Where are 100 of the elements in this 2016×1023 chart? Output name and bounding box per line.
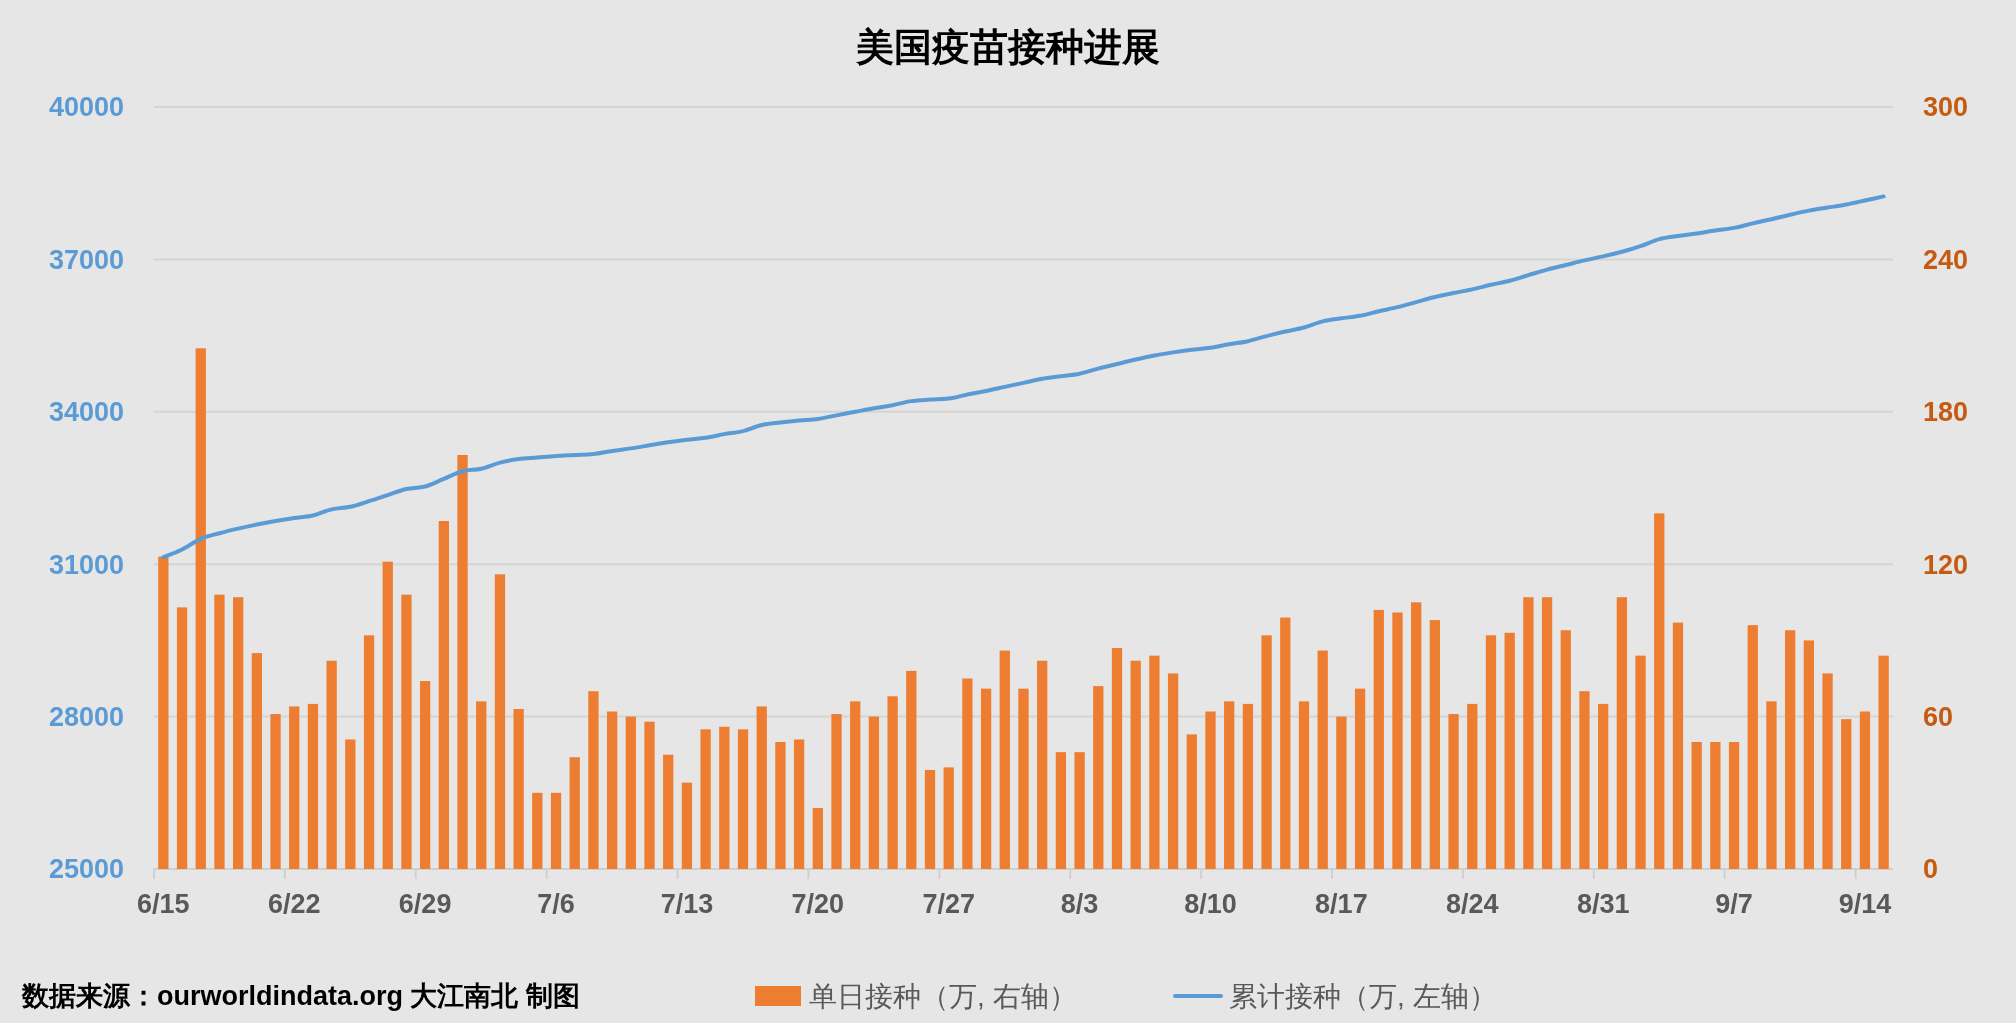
bar	[1037, 660, 1048, 869]
bar	[401, 594, 412, 869]
bar	[1298, 701, 1310, 869]
bar	[663, 754, 674, 869]
bar	[270, 714, 281, 869]
bar	[1785, 630, 1796, 869]
bar	[1261, 635, 1272, 869]
legend-label: 累计接种（万, 左轴）	[1229, 980, 1497, 1012]
x-tick-label: 7/6	[537, 889, 575, 919]
bar	[887, 696, 898, 869]
bar	[1523, 597, 1534, 869]
bar	[1579, 691, 1590, 869]
bar	[1448, 714, 1459, 869]
bar	[1392, 612, 1403, 869]
bar	[1803, 640, 1814, 869]
bar	[737, 729, 749, 869]
bar	[1074, 752, 1085, 869]
x-tick-label: 7/27	[922, 889, 975, 919]
bar	[532, 792, 543, 869]
y2-tick-label: 60	[1923, 702, 1954, 733]
x-tick-label: 8/10	[1184, 889, 1237, 919]
y2-tick-label: 0	[1923, 854, 1939, 885]
bar	[700, 729, 711, 869]
bar	[1186, 734, 1197, 869]
legend-label: 单日接种（万, 右轴）	[809, 980, 1077, 1012]
bar	[1672, 622, 1684, 869]
bar	[1317, 650, 1328, 869]
bar	[775, 742, 786, 869]
x-tick-label: 7/13	[660, 889, 714, 919]
bar	[1766, 701, 1777, 869]
y2-tick-label: 120	[1923, 549, 1969, 580]
bar	[1242, 703, 1254, 869]
y-tick-label: 34000	[48, 397, 124, 428]
bar	[513, 708, 524, 869]
bar	[550, 792, 562, 869]
bar	[1130, 660, 1141, 869]
x-tick-label: 6/15	[137, 889, 190, 919]
bar	[1467, 703, 1478, 869]
bar	[1878, 655, 1889, 869]
x-tick-label: 6/22	[267, 889, 321, 919]
x-tick-label: 6/29	[398, 889, 452, 919]
x-tick-label: 8/17	[1315, 889, 1368, 919]
y-tick-label: 28000	[48, 702, 124, 733]
x-tick-label: 8/31	[1576, 889, 1630, 919]
bar	[214, 594, 225, 869]
bar	[1429, 620, 1441, 869]
bar	[1560, 630, 1571, 869]
y-tick-label: 31000	[48, 549, 124, 580]
bar	[382, 561, 393, 869]
bar	[1224, 701, 1235, 869]
y-tick-label: 40000	[48, 92, 124, 123]
bar	[868, 716, 880, 869]
x-tick-label: 9/7	[1715, 889, 1753, 919]
y-tick-label: 37000	[48, 244, 124, 275]
chart-title: 美国疫苗接种进展	[855, 26, 1160, 68]
bar	[606, 711, 618, 869]
bar	[1055, 752, 1067, 869]
y-tick-label: 25000	[48, 854, 124, 885]
bar	[326, 660, 337, 869]
bar	[1149, 655, 1160, 869]
bar	[569, 757, 580, 869]
bar	[176, 607, 188, 869]
y2-tick-label: 240	[1923, 244, 1969, 275]
bar	[195, 348, 206, 869]
bar	[1504, 632, 1515, 869]
bar	[1373, 609, 1384, 869]
bar	[1841, 719, 1852, 869]
bar	[233, 597, 244, 869]
bar	[980, 688, 992, 869]
bar	[494, 574, 506, 869]
bar	[419, 681, 431, 869]
bar	[1654, 513, 1665, 869]
bar	[924, 769, 936, 869]
y2-tick-label: 180	[1923, 397, 1969, 428]
bar	[1280, 617, 1291, 869]
x-tick-label: 8/3	[1060, 889, 1099, 919]
bar	[943, 767, 954, 869]
bar	[1167, 673, 1179, 869]
bar	[307, 703, 319, 869]
bar	[1541, 597, 1553, 869]
bar	[251, 653, 262, 869]
bar	[476, 701, 487, 869]
x-tick-label: 9/14	[1838, 889, 1892, 919]
bar	[1336, 716, 1347, 869]
bar	[831, 714, 842, 869]
line-series	[161, 194, 1886, 560]
bar	[812, 808, 823, 869]
bar	[1822, 673, 1833, 869]
bar	[1710, 742, 1721, 869]
bar	[719, 726, 730, 869]
bar	[999, 650, 1010, 869]
bar	[1485, 635, 1497, 869]
bar	[588, 691, 599, 869]
bar	[1859, 711, 1871, 869]
x-tick-label: 7/20	[791, 889, 845, 919]
bar	[906, 670, 917, 869]
bar	[681, 782, 693, 869]
bar	[457, 454, 468, 869]
bar	[1598, 703, 1609, 869]
bar	[438, 521, 449, 869]
